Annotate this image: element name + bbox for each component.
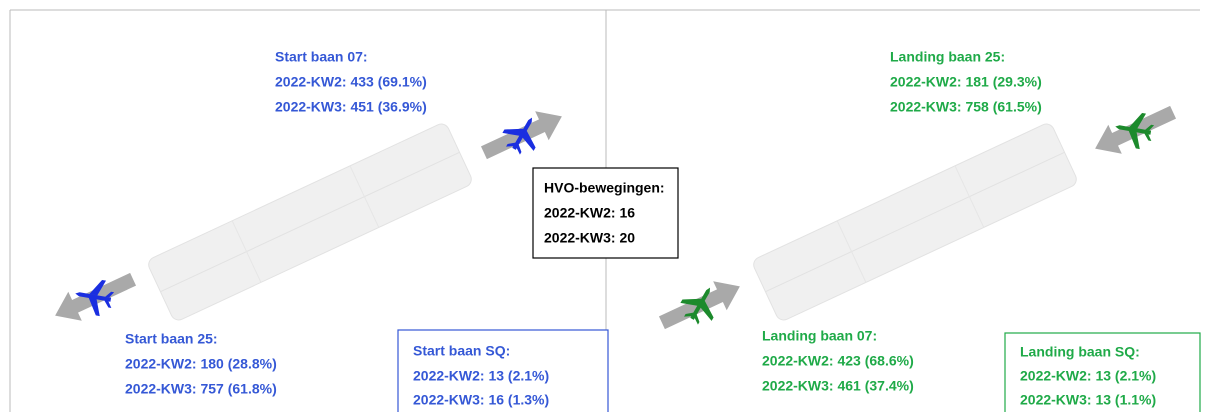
label-line: 2022-KW2: 16 bbox=[544, 205, 635, 221]
label-line: 2022-KW2: 180 (28.8%) bbox=[125, 356, 277, 372]
label-title: Landing baan SQ: bbox=[1020, 344, 1140, 360]
box-hvo bbox=[532, 167, 679, 259]
label-line: 2022-KW2: 423 (68.6%) bbox=[762, 353, 914, 369]
arrow-start-25 bbox=[48, 264, 140, 331]
runway-right bbox=[753, 123, 1077, 321]
arrow-start-07 bbox=[477, 101, 569, 168]
arrow-landing-25 bbox=[1088, 97, 1180, 164]
box-landing-sq bbox=[1004, 332, 1201, 412]
label-line: 2022-KW3: 13 (1.1%) bbox=[1020, 392, 1156, 408]
label-title: Landing baan 25: bbox=[890, 49, 1005, 65]
label-title: Start baan 25: bbox=[125, 331, 218, 347]
label-line: 2022-KW2: 181 (29.3%) bbox=[890, 74, 1042, 90]
label-title: HVO-bewegingen: bbox=[544, 180, 665, 196]
label-line: 2022-KW3: 461 (37.4%) bbox=[762, 378, 914, 394]
label-line: 2022-KW3: 20 bbox=[544, 230, 635, 246]
label-line: 2022-KW3: 757 (61.8%) bbox=[125, 381, 277, 397]
label-title: Start baan 07: bbox=[275, 49, 368, 65]
label-title: Landing baan 07: bbox=[762, 328, 877, 344]
runway-left bbox=[148, 123, 472, 321]
label-line: 2022-KW3: 16 (1.3%) bbox=[413, 392, 549, 408]
label-title: Start baan SQ: bbox=[413, 343, 510, 359]
label-line: 2022-KW3: 758 (61.5%) bbox=[890, 99, 1042, 115]
label-line: 2022-KW3: 451 (36.9%) bbox=[275, 99, 427, 115]
box-start-sq bbox=[397, 329, 609, 412]
arrow-landing-07 bbox=[655, 271, 747, 338]
label-line: 2022-KW2: 13 (2.1%) bbox=[1020, 368, 1156, 384]
label-line: 2022-KW2: 13 (2.1%) bbox=[413, 368, 549, 384]
label-line: 2022-KW2: 433 (69.1%) bbox=[275, 74, 427, 90]
